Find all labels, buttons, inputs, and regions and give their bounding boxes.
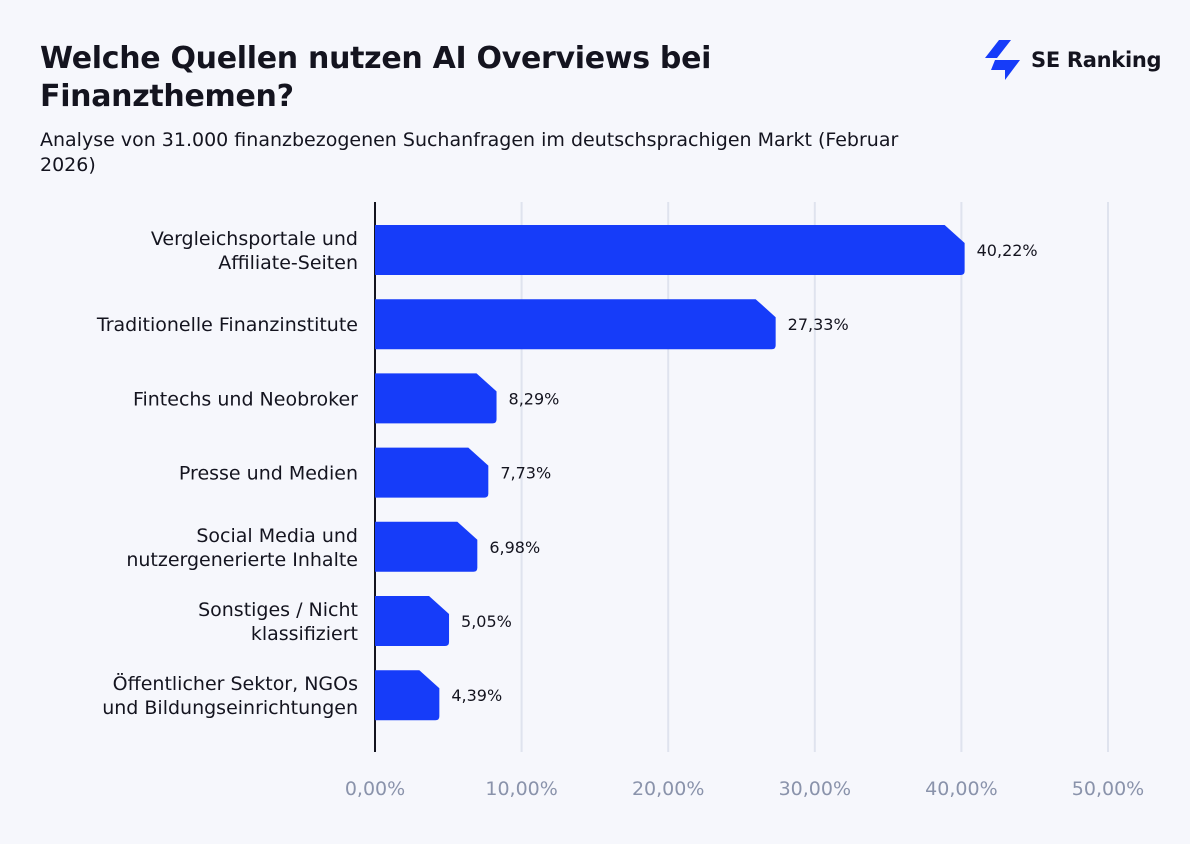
bar xyxy=(375,447,489,498)
category-label: Öffentlicher Sektor, NGOs xyxy=(113,672,358,695)
value-label: 8,29% xyxy=(509,389,560,408)
value-label: 4,39% xyxy=(451,686,502,705)
category-label: Traditionelle Finanzinstitute xyxy=(96,314,358,336)
value-label: 7,73% xyxy=(500,464,551,483)
x-tick-label: 0,00% xyxy=(345,778,405,800)
category-label: und Bildungseinrichtungen xyxy=(102,697,358,719)
bar xyxy=(375,521,478,572)
category-label: Sonstiges / Nicht xyxy=(198,599,358,621)
bar xyxy=(375,225,965,275)
category-label: nutzergenerierte Inhalte xyxy=(126,549,358,571)
x-tick-label: 50,00% xyxy=(1072,778,1144,800)
category-label: Vergleichsportale und xyxy=(151,228,358,250)
category-label: Social Media und xyxy=(196,525,358,547)
logo-text: SE Ranking xyxy=(1031,48,1162,72)
x-tick-label: 30,00% xyxy=(779,778,851,800)
chart-title: Welche Quellen nutzen AI Overviews bei F… xyxy=(40,41,712,114)
bar xyxy=(375,670,440,721)
category-label: Affiliate-Seiten xyxy=(218,252,358,274)
category-label: klassifiziert xyxy=(251,623,358,645)
se-ranking-bolt-icon xyxy=(985,40,1020,80)
x-tick-label: 40,00% xyxy=(925,778,997,800)
bar xyxy=(375,299,776,350)
value-label: 40,22% xyxy=(977,241,1038,260)
value-label: 27,33% xyxy=(788,315,849,334)
category-label: Presse und Medien xyxy=(179,463,358,485)
x-tick-label: 20,00% xyxy=(632,778,704,800)
chart-subtitle: Analyse von 31.000 finanzbezogenen Sucha… xyxy=(40,129,899,176)
value-label: 5,05% xyxy=(461,612,512,631)
value-label: 6,98% xyxy=(489,538,540,557)
category-label: Fintechs und Neobroker xyxy=(133,388,358,410)
bar xyxy=(375,596,450,646)
se-ranking-logo: SE Ranking xyxy=(985,40,1162,80)
x-tick-label: 10,00% xyxy=(485,778,557,800)
bar xyxy=(375,373,497,424)
